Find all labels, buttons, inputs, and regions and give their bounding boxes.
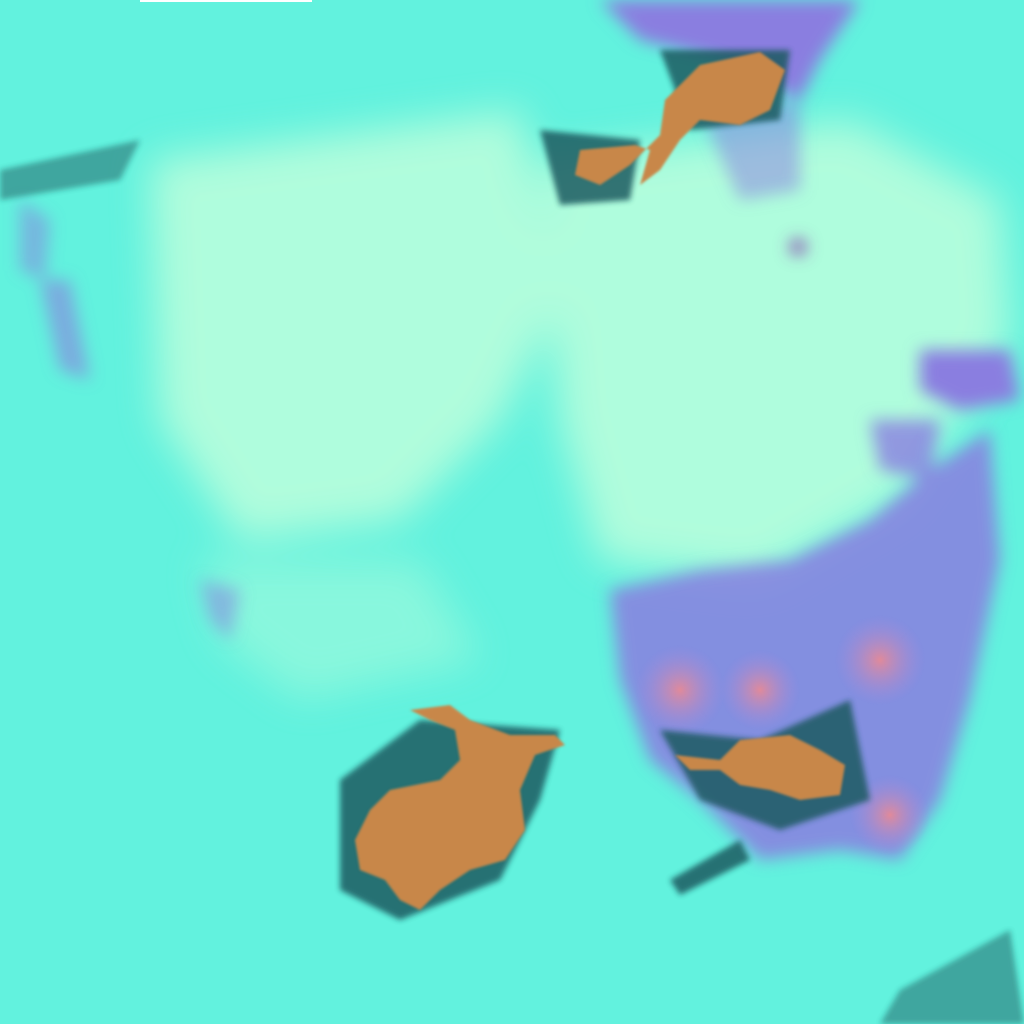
warm-cores	[635, 615, 930, 855]
land-regions	[355, 52, 845, 910]
top-white-bar	[140, 0, 312, 2]
bright-cloud-regions	[150, 110, 1010, 700]
